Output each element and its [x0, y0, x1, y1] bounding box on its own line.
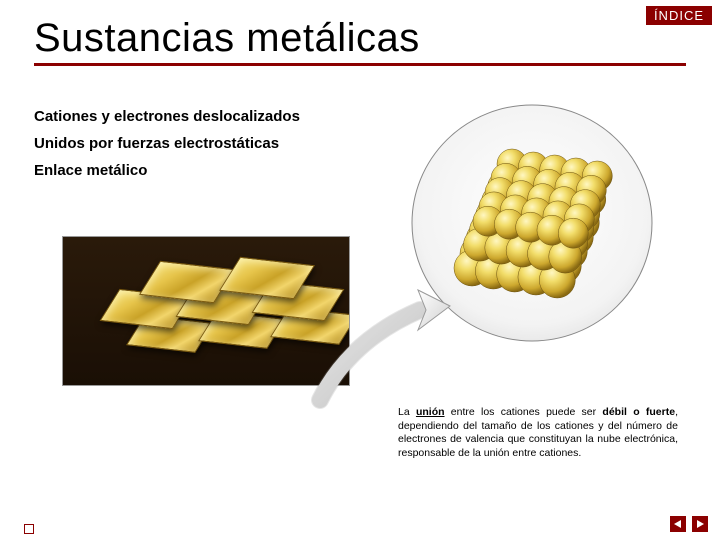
indice-label: ÍNDICE: [654, 8, 704, 23]
triangle-left-icon: [673, 519, 683, 529]
nav-controls: [670, 516, 708, 532]
slide: ÍNDICE Sustancias metálicas Cationes y e…: [0, 0, 720, 540]
page-title: Sustancias metálicas: [34, 16, 686, 61]
gold-bars-image: [62, 236, 350, 386]
title-underline: [34, 63, 686, 66]
body-pre: La: [398, 406, 416, 418]
body-strong: débil o fuerte: [602, 406, 675, 418]
cation-lattice-diagram: [402, 98, 662, 348]
corner-marker: [24, 524, 34, 534]
triangle-right-icon: [695, 519, 705, 529]
description-paragraph: La unión entre los cationes puede ser dé…: [398, 406, 678, 461]
indice-button[interactable]: ÍNDICE: [646, 6, 712, 25]
prev-button[interactable]: [670, 516, 686, 532]
next-button[interactable]: [692, 516, 708, 532]
body-mid: entre los cationes puede ser: [445, 406, 603, 418]
body-emph: unión: [416, 406, 445, 418]
